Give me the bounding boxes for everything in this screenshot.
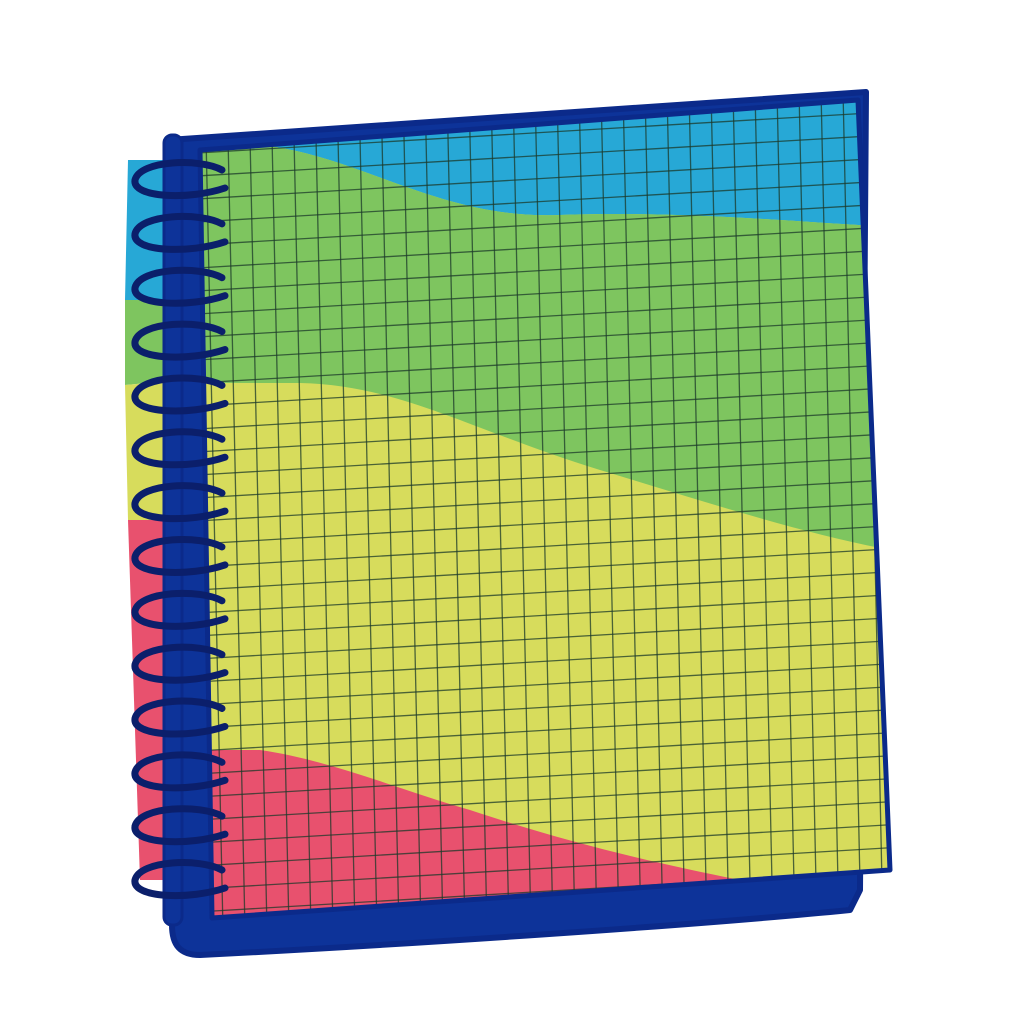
grid-line-horizontal [200, 523, 890, 569]
grid-line-horizontal [200, 224, 890, 270]
grid-line-vertical [534, 100, 554, 918]
grid-line-horizontal [200, 592, 890, 638]
grid-line-horizontal [200, 546, 890, 592]
grid-line-vertical [578, 100, 598, 918]
grid-line-horizontal [200, 109, 890, 155]
grid-line-vertical [204, 100, 224, 918]
grid-line-vertical [798, 100, 818, 918]
grid-line-vertical [402, 100, 422, 918]
spiral-ring [131, 643, 229, 684]
grid-line-vertical [270, 100, 290, 918]
grid-line-vertical [600, 100, 620, 918]
spiral-ring [131, 859, 229, 899]
grid-line-horizontal [200, 247, 890, 293]
spiral-ring [131, 751, 229, 792]
grid-line-horizontal [200, 638, 890, 684]
grid-line-vertical [644, 100, 664, 918]
grid-line-horizontal [200, 454, 890, 500]
spiral-ring [131, 428, 229, 469]
spiral-binding [131, 159, 229, 899]
spiral-ring [131, 159, 229, 199]
grid-line-horizontal [200, 362, 890, 408]
grid-line-horizontal [200, 178, 890, 224]
grid-line-horizontal [200, 684, 890, 730]
grid-line-vertical [622, 100, 642, 918]
grid-line-vertical [732, 100, 752, 918]
spiral-ring [131, 589, 229, 630]
grid-line-horizontal [200, 408, 890, 454]
grid-line-vertical [226, 100, 246, 918]
spiral-ring [131, 697, 229, 738]
grid-line-vertical [468, 100, 488, 918]
grid-line-vertical [336, 100, 356, 918]
grid-line-horizontal [200, 339, 890, 385]
grid-line-horizontal [200, 569, 890, 615]
spiral-ring [131, 266, 229, 307]
grid-line-horizontal [200, 293, 890, 339]
grid-line-vertical [424, 100, 444, 918]
grid-line-horizontal [200, 201, 890, 247]
grid-line-vertical [556, 100, 576, 918]
grid-line-horizontal [200, 431, 890, 477]
page-outline [197, 97, 893, 921]
grid-line-vertical [666, 100, 686, 918]
spiral-ring [131, 374, 229, 415]
grid-line-vertical [710, 100, 730, 918]
spiral-ring [131, 320, 229, 361]
grid-line-horizontal [200, 155, 890, 201]
grid-line-horizontal [200, 316, 890, 362]
grid-line-vertical [820, 100, 840, 918]
grid-line-vertical [314, 100, 334, 918]
spiral-ring [131, 536, 229, 576]
grid-line-vertical [248, 100, 268, 918]
grid-line-horizontal [200, 500, 890, 546]
grid-line-horizontal [200, 776, 890, 822]
page [200, 100, 890, 918]
grid-line-horizontal [200, 799, 890, 845]
grid-line-horizontal [200, 270, 890, 316]
grid-line-vertical [512, 100, 532, 918]
grid-line-horizontal [200, 477, 890, 523]
grid-line-horizontal [200, 822, 890, 868]
spiral-ring [131, 805, 229, 846]
grid-line-horizontal [200, 132, 890, 178]
spiral-ring [131, 482, 229, 523]
grid-line-horizontal [200, 730, 890, 776]
grid-line-horizontal [200, 845, 890, 891]
grid-line-vertical [490, 100, 510, 918]
grid-line-vertical [776, 100, 796, 918]
grid-line-horizontal [200, 753, 890, 799]
grid-line-horizontal [200, 385, 890, 431]
grid-line-vertical [358, 100, 378, 918]
spiral-ring [131, 213, 229, 253]
band-green [200, 145, 890, 555]
grid-line-horizontal [200, 615, 890, 661]
binding-strip [162, 133, 184, 927]
grid-line-horizontal [200, 707, 890, 753]
grid-line-horizontal [200, 661, 890, 707]
